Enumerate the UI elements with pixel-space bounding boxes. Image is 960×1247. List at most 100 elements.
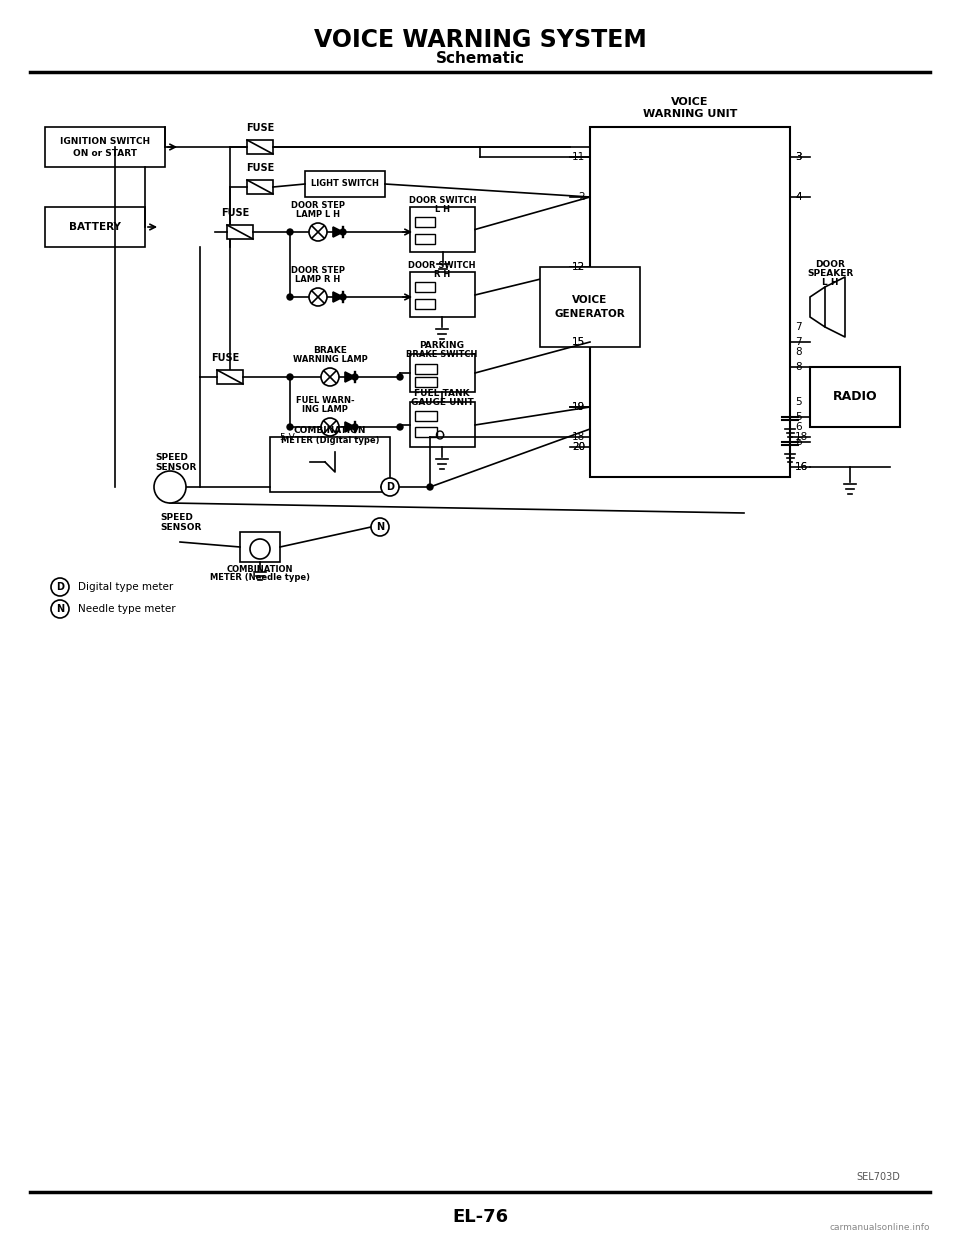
Text: 2: 2	[578, 192, 585, 202]
Text: PARKING: PARKING	[420, 340, 465, 350]
Text: COMBINATION: COMBINATION	[227, 565, 293, 574]
Bar	[415, 364, 437, 374]
Text: DOOR STEP: DOOR STEP	[291, 266, 345, 276]
Bar	[240, 532, 280, 562]
Text: 15: 15	[572, 337, 585, 347]
Text: 8: 8	[795, 347, 802, 357]
Text: L H: L H	[822, 278, 838, 287]
Text: LAMP L H: LAMP L H	[296, 209, 340, 219]
Circle shape	[352, 424, 358, 430]
Text: 5: 5	[795, 412, 802, 421]
Bar	[415, 426, 437, 436]
Text: Digital type meter: Digital type meter	[78, 582, 173, 592]
Text: 3: 3	[795, 152, 802, 162]
Text: N: N	[376, 522, 384, 532]
Polygon shape	[333, 227, 343, 237]
Text: R H: R H	[434, 271, 450, 279]
Circle shape	[352, 374, 358, 380]
Circle shape	[287, 229, 293, 234]
Text: 18: 18	[572, 431, 585, 441]
Circle shape	[371, 518, 389, 536]
Text: SENSOR: SENSOR	[155, 463, 197, 473]
Circle shape	[397, 424, 403, 430]
Text: FUSE: FUSE	[246, 163, 275, 173]
Circle shape	[51, 579, 69, 596]
Text: COMBINATION: COMBINATION	[294, 426, 367, 435]
Text: DOOR: DOOR	[815, 261, 845, 269]
Circle shape	[287, 294, 293, 301]
Bar	[227, 224, 253, 239]
Bar	[415, 282, 435, 292]
Text: VOICE: VOICE	[671, 97, 708, 107]
Bar	[810, 367, 900, 426]
Circle shape	[321, 368, 339, 387]
Bar	[410, 272, 475, 317]
Text: 6: 6	[795, 421, 802, 431]
Text: 4: 4	[795, 192, 802, 202]
Bar	[217, 370, 243, 384]
Bar	[540, 267, 640, 347]
Circle shape	[287, 424, 293, 430]
Text: 16: 16	[795, 461, 808, 473]
Circle shape	[51, 600, 69, 619]
Text: SEL703D: SEL703D	[856, 1172, 900, 1182]
Text: SPEED: SPEED	[155, 453, 188, 461]
Bar	[415, 377, 437, 387]
Text: 15: 15	[572, 337, 585, 347]
Text: WARNING LAMP: WARNING LAMP	[293, 355, 368, 364]
Text: carmanualsonline.info: carmanualsonline.info	[829, 1223, 930, 1232]
Bar	[247, 140, 273, 153]
Text: 16: 16	[795, 461, 808, 473]
Text: 5 V: 5 V	[280, 433, 295, 441]
Text: ON or START: ON or START	[73, 150, 137, 158]
Circle shape	[427, 484, 433, 490]
Bar	[45, 127, 165, 167]
Bar	[415, 217, 435, 227]
Text: GAUGE UNIT: GAUGE UNIT	[411, 398, 473, 407]
Text: SENSOR: SENSOR	[160, 522, 202, 532]
Text: D: D	[56, 582, 64, 592]
Text: SPEED: SPEED	[160, 513, 193, 522]
Text: IGNITION SWITCH: IGNITION SWITCH	[60, 137, 150, 146]
Circle shape	[309, 288, 327, 306]
Text: FUSE: FUSE	[221, 208, 250, 218]
Text: 19: 19	[572, 402, 585, 412]
Bar	[415, 412, 437, 421]
Text: ING LAMP: ING LAMP	[302, 405, 348, 414]
Bar	[45, 207, 145, 247]
Text: 12: 12	[572, 262, 585, 272]
Text: FUSE: FUSE	[211, 353, 239, 363]
Text: 3: 3	[795, 152, 802, 162]
Bar	[410, 402, 475, 446]
Text: L H: L H	[435, 205, 450, 214]
Text: EL-76: EL-76	[452, 1208, 508, 1226]
Text: VOICE: VOICE	[572, 296, 608, 306]
Text: 20: 20	[572, 441, 585, 451]
Text: 5: 5	[795, 397, 802, 407]
Text: D: D	[386, 483, 394, 493]
Polygon shape	[333, 292, 343, 302]
Text: METER (Digital type): METER (Digital type)	[280, 436, 379, 445]
Circle shape	[287, 374, 293, 380]
Text: GENERATOR: GENERATOR	[555, 309, 625, 319]
Circle shape	[397, 374, 403, 380]
Text: FUEL TANK: FUEL TANK	[414, 389, 469, 398]
Circle shape	[154, 471, 186, 503]
Bar	[415, 299, 435, 309]
Text: FUEL WARN-: FUEL WARN-	[296, 397, 354, 405]
Text: 7: 7	[795, 322, 802, 332]
Text: DOOR SWITCH: DOOR SWITCH	[408, 261, 476, 271]
Text: LAMP R H: LAMP R H	[296, 276, 341, 284]
Text: 12: 12	[572, 262, 585, 272]
Text: WARNING UNIT: WARNING UNIT	[643, 108, 737, 118]
Text: 8: 8	[795, 362, 802, 372]
Text: 7: 7	[795, 337, 802, 347]
Text: SPEAKER: SPEAKER	[806, 269, 853, 278]
Text: METER (Needle type): METER (Needle type)	[210, 574, 310, 582]
Bar	[270, 436, 390, 493]
Bar	[247, 180, 273, 195]
Bar	[410, 207, 475, 252]
Text: N: N	[56, 604, 64, 614]
Circle shape	[309, 223, 327, 241]
Text: 18: 18	[795, 431, 808, 441]
